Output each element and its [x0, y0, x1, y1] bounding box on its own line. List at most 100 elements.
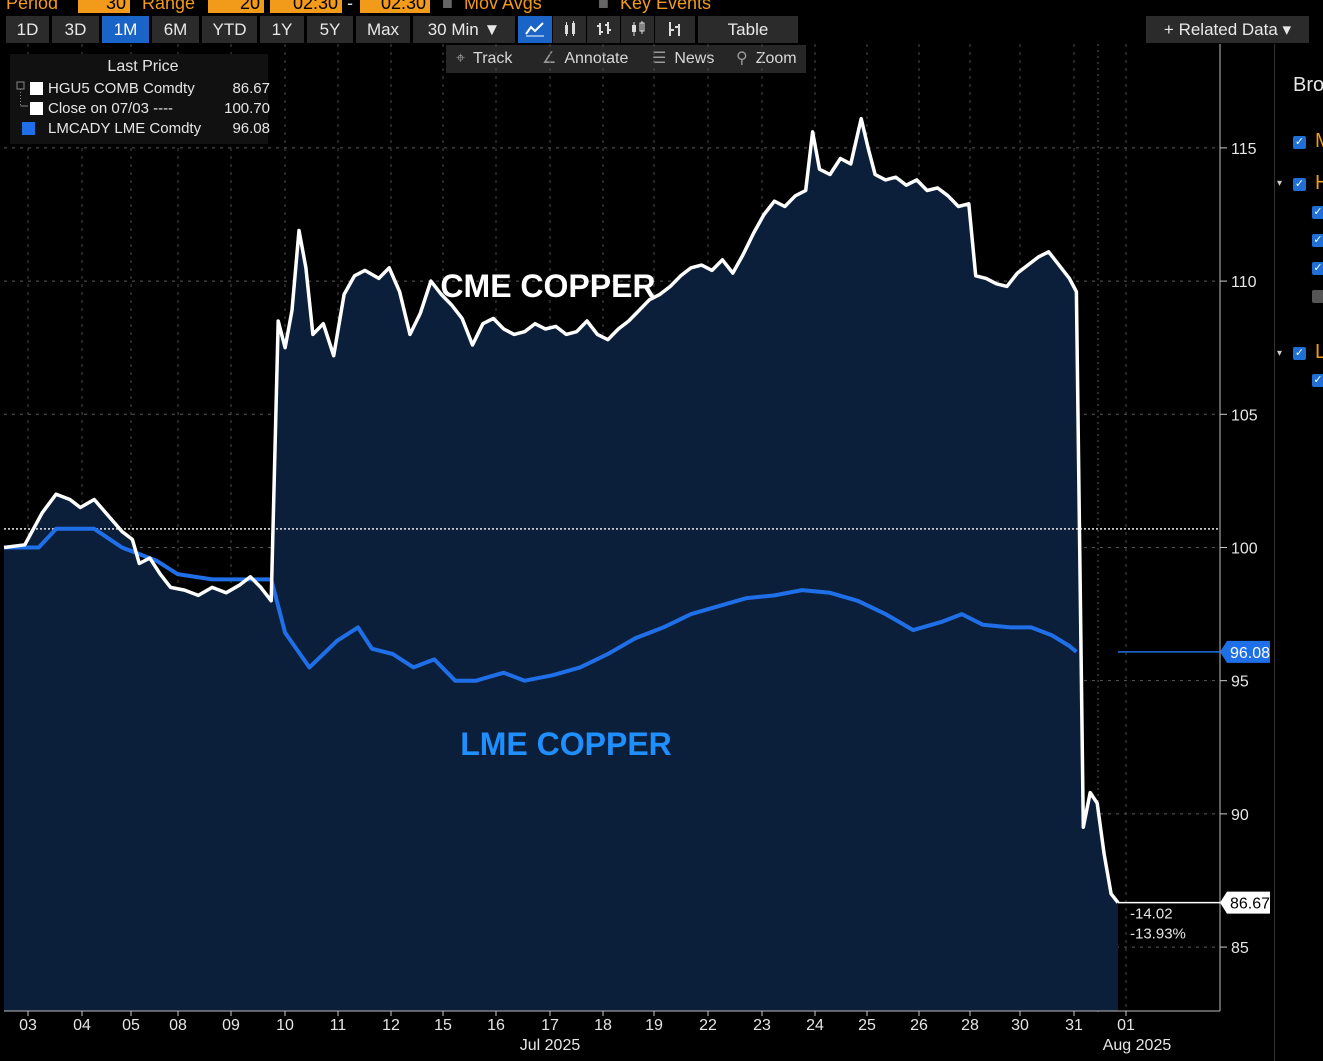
cme-area-fill — [4, 118, 1118, 1012]
table-button[interactable]: Table — [698, 16, 798, 43]
x-tick-label: 10 — [276, 1017, 294, 1034]
period-max-button[interactable]: Max — [356, 16, 410, 43]
side-checkbox-6[interactable] — [1312, 290, 1323, 303]
expand-caret-icon[interactable]: ▾ — [1277, 178, 1283, 189]
y-tick-label: 90 — [1231, 807, 1249, 824]
related-data-button[interactable]: + Related Data ▾ — [1146, 16, 1309, 43]
period-ytd-button[interactable]: YTD — [202, 16, 257, 43]
y-tick-label: 95 — [1231, 674, 1249, 691]
period-label: Period — [6, 0, 59, 13]
legend-series-value: 86.67 — [232, 80, 270, 97]
x-tick-label: 26 — [910, 1017, 928, 1034]
y-tick-label: 110 — [1231, 274, 1257, 291]
bar-chart-icon[interactable] — [553, 16, 586, 43]
top-settings-strip: Period 30 Range 20 02:30 - 02:30 ■ Mov A… — [0, 0, 1323, 14]
side-checkbox-8[interactable]: ✓ — [1312, 374, 1323, 387]
lme-copper-annotation: LME COPPER — [460, 726, 672, 762]
legend-swatch-blue — [22, 122, 35, 135]
range-input[interactable]: 20 — [208, 0, 264, 13]
y-tick-label: 105 — [1231, 407, 1258, 424]
legend-series-value: 100.70 — [224, 100, 270, 117]
ohlc-icon[interactable] — [587, 16, 620, 43]
time-separator: - — [347, 0, 353, 13]
lme-copper-line — [4, 526, 1078, 683]
side-checkbox-3[interactable]: ✓ — [1312, 206, 1323, 219]
pencil-icon: ∠ — [542, 50, 557, 67]
annotate-label: Annotate — [564, 50, 629, 67]
interval-dropdown[interactable]: 30 Min ▼ — [413, 16, 515, 43]
side-checkbox-4[interactable]: ✓ — [1312, 234, 1323, 247]
period-1d-button[interactable]: 1D — [6, 16, 49, 43]
start-time-input[interactable]: 02:30 — [270, 0, 342, 13]
legend-row-lmcady[interactable]: LMCADY LME Comdty 96.08 — [22, 119, 270, 139]
x-tick-label: 08 — [169, 1017, 187, 1034]
x-tick-label: 22 — [699, 1017, 717, 1034]
x-tick-label: 17 — [541, 1017, 559, 1034]
side-panel-title: Bro — [1293, 74, 1323, 96]
key-events-checkbox[interactable]: ■ — [598, 0, 609, 13]
chart-tools-bar: ⌖ Track ∠ Annotate ☰ News ⚲ Zoom — [446, 45, 806, 73]
x-tick-label: 15 — [434, 1017, 452, 1034]
cme-last-value-tag-box — [1220, 891, 1270, 914]
side-checkbox-5[interactable]: ✓ — [1312, 262, 1323, 275]
end-time-input[interactable]: 02:30 — [360, 0, 430, 13]
side-item-3: L — [1315, 341, 1323, 363]
x-tick-label: 09 — [222, 1017, 240, 1034]
zoom-label: Zoom — [755, 50, 797, 67]
candlestick-icon[interactable] — [621, 16, 654, 43]
side-checkbox-1[interactable]: ✓ — [1293, 136, 1306, 149]
x-tick-label: 23 — [753, 1017, 771, 1034]
chart-legend: Last Price HGU5 COMB Comdty 86.67 Close … — [10, 54, 270, 144]
key-events-label: Key Events — [620, 0, 712, 13]
legend-series-value: 96.08 — [232, 120, 270, 137]
cme-last-value-tag-text: 86.67 — [1230, 896, 1270, 913]
legend-swatch-white — [30, 102, 43, 115]
period-6m-button[interactable]: 6M — [152, 16, 199, 43]
news-label: News — [674, 50, 715, 67]
change-abs-label: -14.02 — [1130, 906, 1173, 923]
crosshair-icon: ⌖ — [456, 50, 466, 67]
period-1m-button[interactable]: 1M — [102, 16, 149, 43]
x-tick-label: 19 — [645, 1017, 663, 1034]
x-tick-label: 31 — [1065, 1017, 1083, 1034]
zoom-button[interactable]: ⚲ Zoom — [736, 45, 797, 73]
y-tick-label: 85 — [1231, 940, 1249, 957]
y-tick-label: 100 — [1231, 540, 1258, 557]
side-checkbox-2[interactable]: ✓ — [1293, 178, 1306, 191]
annotate-button[interactable]: ∠ Annotate — [542, 45, 628, 73]
news-button[interactable]: ☰ News — [652, 45, 714, 73]
side-item-2: H — [1315, 172, 1323, 194]
x-tick-label: 16 — [487, 1017, 505, 1034]
legend-row-close[interactable]: Close on 07/03 ---- 100.70 — [24, 99, 270, 119]
track-button[interactable]: ⌖ Track — [456, 45, 512, 73]
line-chart-icon[interactable] — [518, 16, 552, 43]
expand-caret-icon[interactable]: ▾ — [1277, 348, 1283, 359]
lme-last-value-tag-box — [1220, 640, 1270, 663]
mov-avgs-label: Mov Avgs — [464, 0, 542, 13]
chart-toolbar: 1D 3D 1M 6M YTD 1Y 5Y Max 30 Min ▼ Table… — [0, 16, 1323, 43]
legend-swatch-white — [30, 82, 43, 95]
y-tick-label: 115 — [1231, 141, 1257, 158]
legend-header: Last Price — [107, 58, 179, 75]
legend-row-hgu5[interactable]: HGU5 COMB Comdty 86.67 — [24, 79, 270, 99]
period-1y-button[interactable]: 1Y — [260, 16, 304, 43]
x-tick-label: 30 — [1011, 1017, 1029, 1034]
mov-avgs-checkbox[interactable]: ■ — [442, 0, 453, 13]
x-month-label: Aug 2025 — [1103, 1037, 1172, 1054]
legend-series-name: HGU5 COMB Comdty — [48, 80, 195, 97]
x-tick-label: 03 — [19, 1017, 37, 1034]
cme-copper-annotation: CME COPPER — [440, 268, 655, 304]
range-label: Range — [142, 0, 196, 13]
news-icon: ☰ — [652, 50, 667, 67]
x-tick-label: 12 — [382, 1017, 400, 1034]
period-input[interactable]: 30 — [78, 0, 130, 13]
hlc-icon[interactable] — [655, 16, 695, 43]
x-tick-label: 04 — [73, 1017, 91, 1034]
side-panel: Bro ✓ M ▾ ✓ H ✓ ✓ ✓ ▾ ✓ L ✓ — [1274, 44, 1323, 1061]
x-tick-label: 01 — [1117, 1017, 1135, 1034]
period-5y-button[interactable]: 5Y — [307, 16, 353, 43]
legend-series-name: LMCADY LME Comdty — [48, 120, 202, 137]
side-checkbox-7[interactable]: ✓ — [1293, 347, 1306, 360]
period-3d-button[interactable]: 3D — [52, 16, 99, 43]
